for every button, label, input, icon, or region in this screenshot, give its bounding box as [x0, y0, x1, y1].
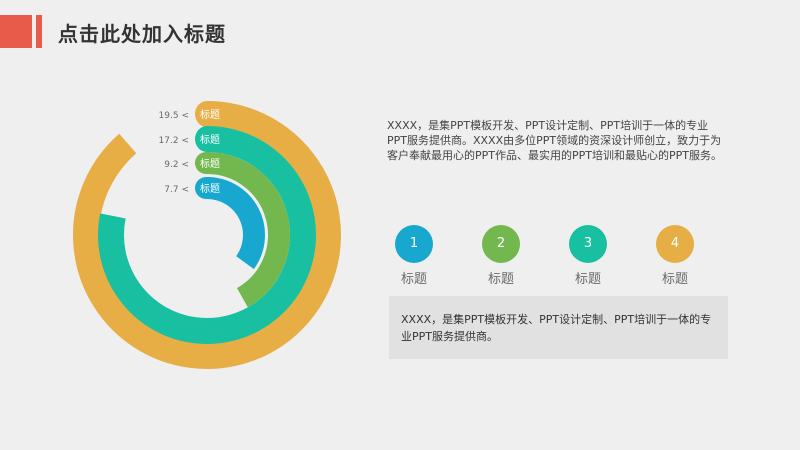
radial-bar-4 [206, 177, 265, 270]
radial-bar-tab-1 [195, 101, 219, 127]
value-label-1: 19.5 < [159, 111, 189, 121]
step-2-label: 标题 [487, 272, 514, 287]
step-1-circle: 1 [395, 225, 433, 263]
radial-bar-2 [98, 126, 316, 344]
info-box: XXXX，是集PPT模板开发、PPT设计定制、PPT培训于一体的专业PPT服务提… [389, 296, 728, 359]
series-label-4: 标题 [200, 183, 220, 195]
series-label-3: 标题 [200, 158, 220, 170]
radial-bar-1 [73, 101, 341, 369]
value-label-4: 7.7 < [164, 185, 189, 195]
header-accent-stripe [36, 15, 42, 48]
slide-title: 点击此处加入标题 [58, 22, 226, 46]
description-text: XXXX，是集PPT模板开发、PPT设计定制、PPT培训于一体的专业PPT服务提… [387, 119, 722, 162]
radial-bar-tab-2 [195, 126, 219, 152]
value-label-3: 9.2 < [164, 160, 189, 170]
step-3-circle: 3 [569, 225, 607, 263]
step-1-label: 标题 [400, 272, 427, 287]
step-2-circle: 2 [482, 225, 520, 263]
step-4-circle: 4 [656, 225, 694, 263]
series-label-2: 标题 [200, 134, 220, 146]
step-4-label: 标题 [661, 272, 688, 287]
series-label-1: 标题 [200, 109, 220, 121]
step-3-label: 标题 [574, 272, 601, 287]
radial-bar-tab-3 [195, 152, 219, 174]
radial-bar-3 [206, 152, 290, 308]
info-box-text: XXXX，是集PPT模板开发、PPT设计定制、PPT培训于一体的专业PPT服务提… [401, 313, 712, 343]
header-accent-bar [0, 15, 32, 48]
radial-bar-tab-4 [195, 177, 219, 199]
value-label-2: 17.2 < [159, 136, 189, 146]
